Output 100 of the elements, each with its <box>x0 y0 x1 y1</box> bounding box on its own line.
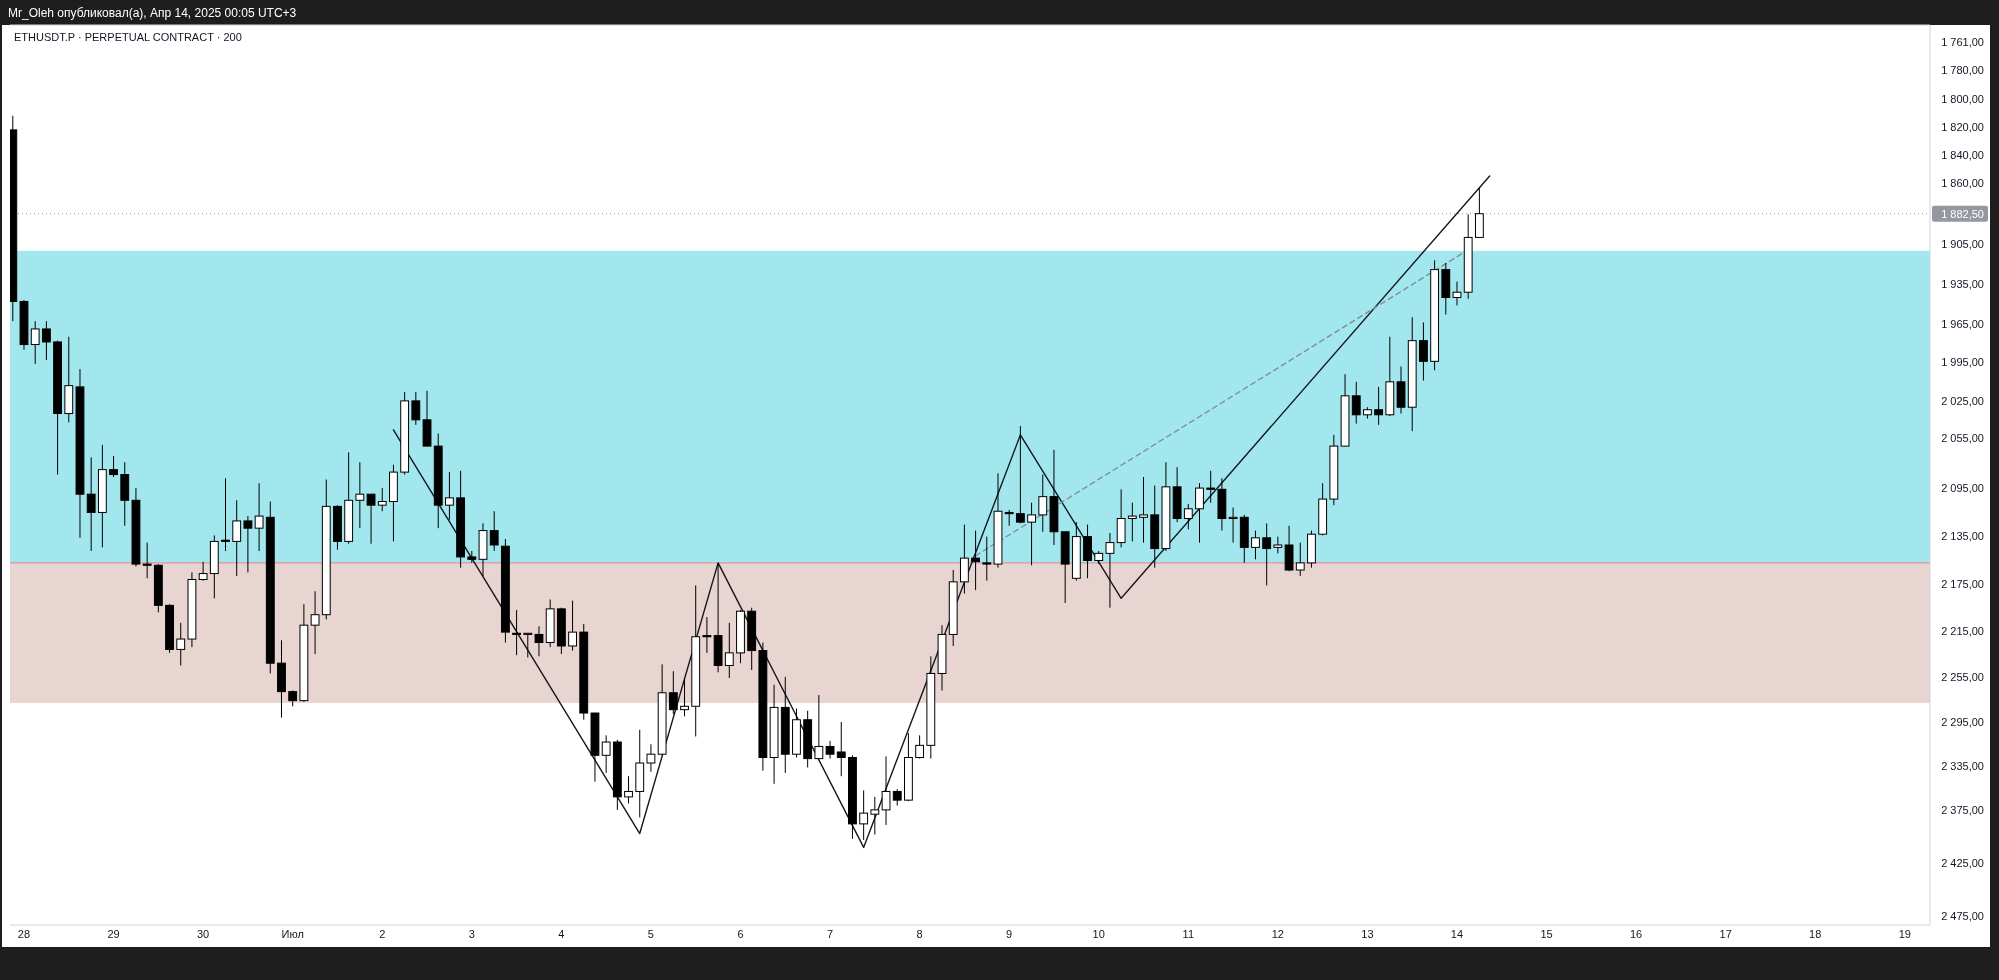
candlestick <box>1273 536 1283 554</box>
y-tick-label: 1 860,00 <box>1941 176 1984 189</box>
candlestick <box>1474 187 1484 238</box>
candlestick <box>1206 470 1216 504</box>
ref-line-label: 1 882,50 <box>1941 207 1984 220</box>
y-tick-label: 2 375,00 <box>1941 803 1984 816</box>
text: Mr_Oleh опубликовал(а), Апр 14, 2025 00:05 UTC+3 <box>8 6 297 20</box>
y-tick-label: 2 135,00 <box>1941 530 1984 543</box>
y-tick-label: 2 095,00 <box>1941 481 1984 494</box>
candlestick <box>1374 386 1384 426</box>
x-tick-label: 2 <box>379 928 386 940</box>
x-tick-label: 5 <box>647 928 654 940</box>
candlestick <box>1228 507 1238 544</box>
candlestick <box>825 740 835 760</box>
candlestick <box>982 536 992 582</box>
y-tick-label: 2 215,00 <box>1941 624 1984 637</box>
candlestick <box>971 530 981 591</box>
y-tick-label: 2 425,00 <box>1941 857 1984 870</box>
x-tick-label: 6 <box>737 928 744 940</box>
x-tick-label: 9 <box>1006 928 1013 940</box>
x-tick-label: 29 <box>107 928 120 940</box>
candlestick <box>1027 502 1036 566</box>
y-tick-label: 2 055,00 <box>1941 432 1984 445</box>
text: ETHUSDT.P · PERPETUAL CONTRACT · 200 <box>14 31 242 43</box>
y-tick-label: 1 820,00 <box>1941 120 1984 133</box>
candlestick <box>355 461 365 529</box>
candlestick <box>702 616 712 654</box>
y-tick-label: 1 800,00 <box>1941 92 1984 105</box>
y-tick-label: 1 965,00 <box>1941 317 1984 330</box>
x-tick-label: 14 <box>1450 928 1464 940</box>
candlestick <box>221 477 230 552</box>
candlestick <box>724 622 734 679</box>
x-tick-label: 7 <box>827 928 834 940</box>
candlestick <box>1251 530 1260 560</box>
candlestick <box>646 743 656 773</box>
candlestick <box>1105 532 1115 609</box>
x-tick-label: 28 <box>17 928 31 940</box>
candlestick <box>411 391 421 426</box>
x-tick-label: 19 <box>1898 928 1911 940</box>
y-tick-label: 1 935,00 <box>1941 278 1984 291</box>
candlestick <box>243 515 253 573</box>
y-tick-label: 2 175,00 <box>1941 578 1984 591</box>
x-tick-label: 3 <box>468 928 475 940</box>
x-tick-label: Июл <box>281 928 304 940</box>
candlestick <box>568 600 577 652</box>
candlestick <box>881 755 891 826</box>
y-tick-label: 1 905,00 <box>1941 238 1984 251</box>
candlestick <box>959 524 969 595</box>
y-tick-label: 1 761,00 <box>1941 36 1984 49</box>
candlestick <box>1083 524 1092 579</box>
candlestick <box>109 455 118 478</box>
candlestick <box>870 796 880 836</box>
candlestick <box>445 471 454 521</box>
candlestick <box>254 482 264 552</box>
candlestick <box>624 775 633 804</box>
candlestick <box>1418 321 1428 382</box>
x-tick-label: 13 <box>1361 928 1374 940</box>
x-tick-label: 12 <box>1271 928 1284 940</box>
x-tick-label: 30 <box>196 928 210 940</box>
candlestick <box>836 721 846 777</box>
candlestick <box>1139 476 1148 544</box>
candlestick <box>41 320 51 361</box>
x-tick-label: 11 <box>1182 928 1195 940</box>
y-tick-label: 2 335,00 <box>1941 760 1984 773</box>
x-tick-label: 15 <box>1540 928 1553 940</box>
candlestick <box>1183 503 1193 530</box>
x-tick-label: 17 <box>1719 928 1732 940</box>
candlestick <box>198 561 208 582</box>
candlestick <box>512 609 522 656</box>
candlestick <box>1038 474 1048 533</box>
candlestick <box>814 694 824 760</box>
candlestick <box>523 632 533 658</box>
y-tick-label: 1 995,00 <box>1941 356 1984 369</box>
candlestick <box>1295 542 1305 577</box>
y-tick-label: 2 255,00 <box>1941 670 1984 683</box>
candlestick <box>1452 281 1462 306</box>
y-tick-label: 2 295,00 <box>1941 715 1984 728</box>
candlestick <box>859 789 869 841</box>
candlestick <box>601 734 611 774</box>
candlestick <box>1127 502 1137 542</box>
x-tick-label: 8 <box>916 928 923 940</box>
y-tick-label: 2 025,00 <box>1941 394 1984 407</box>
candlestick <box>30 320 40 365</box>
candlestick <box>377 487 387 512</box>
candlestick <box>668 670 678 715</box>
x-tick-label: 4 <box>558 928 565 940</box>
candlestick <box>915 734 925 760</box>
candlestick <box>489 510 499 552</box>
x-tick-label: 10 <box>1092 928 1105 940</box>
y-tick-label: 2 475,00 <box>1941 909 1984 922</box>
candlestick <box>680 677 689 717</box>
x-tick-label: 16 <box>1630 928 1643 940</box>
x-tick-label: 18 <box>1809 928 1822 940</box>
candlestick <box>232 499 242 577</box>
candlestick <box>1195 482 1204 544</box>
candlestick <box>1262 522 1272 586</box>
candlestick <box>310 590 320 655</box>
candlestick <box>142 542 152 579</box>
candlestick <box>86 456 96 552</box>
candlestick <box>366 493 376 545</box>
